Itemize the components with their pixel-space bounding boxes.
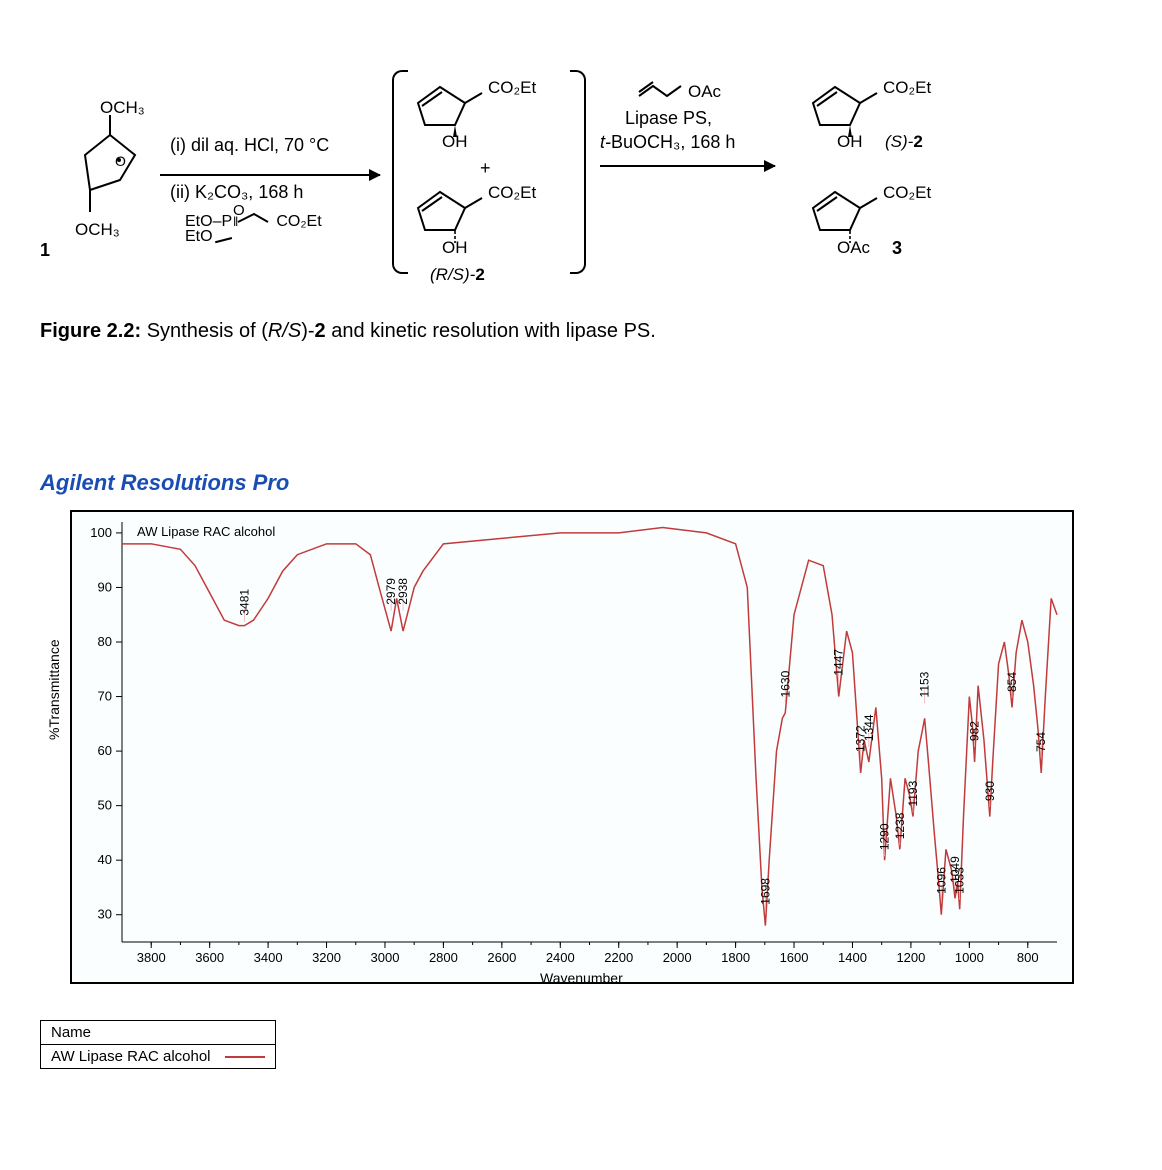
phosphonate-eto2: EtO [185,228,213,246]
int-top-oh: OH [442,132,468,152]
svg-text:3481: 3481 [237,589,251,616]
svg-text:982: 982 [968,721,982,741]
plus-sign: + [480,158,491,179]
lipase-rest: BuOCH₃, 168 h [611,132,735,152]
int-bot-oh: OH [442,238,468,258]
int-top-co2et: CO₂Et [488,78,536,98]
phosphonate: O ‖ EtO–P CO₂Et EtO [185,210,322,231]
och3-top: OCH₃ [100,98,145,118]
svg-text:1153: 1153 [918,671,932,697]
svg-text:30: 30 [98,907,112,922]
svg-text:3000: 3000 [371,950,400,965]
prod-top-prefix: (S)- [885,132,913,151]
svg-text:1447: 1447 [832,649,846,676]
prod-top-co2et: CO₂Et [883,78,931,98]
svg-text:90: 90 [98,579,112,594]
svg-text:1290: 1290 [878,823,892,850]
caption-b: )- [301,320,314,342]
svg-text:1200: 1200 [896,950,925,965]
name-table: Name AW Lipase RAC alcohol [40,1020,276,1069]
svg-text:2200: 2200 [604,950,633,965]
svg-text:1600: 1600 [780,950,809,965]
brace-right [570,70,586,274]
svg-text:80: 80 [98,634,112,649]
svg-text:2000: 2000 [663,950,692,965]
name-table-header: Name [41,1021,276,1045]
swatch-line [225,1056,265,1058]
prod-top-oh: OH [837,132,863,152]
reaction-arrow-2 [600,165,775,167]
lipase-line2: Lipase PS, [625,108,712,129]
int-label-prefix: (R/S)- [430,265,475,284]
figure-caption: Figure 2.2: Synthesis of (R/S)-2 and kin… [40,320,656,343]
name-table-row-label: AW Lipase RAC alcohol [51,1048,211,1065]
svg-text:3600: 3600 [195,950,224,965]
brace-left [392,70,408,274]
product-bot-label: 3 [892,238,902,259]
svg-text:754: 754 [1034,732,1048,752]
svg-text:40: 40 [98,852,112,867]
svg-text:1800: 1800 [721,950,750,965]
int-label-num: 2 [475,265,484,284]
prod-top-num: 2 [913,132,922,151]
svg-text:3800: 3800 [137,950,166,965]
svg-text:2938: 2938 [396,578,410,605]
ir-axes-area: 3040506070809010038003600340032003000280… [122,522,1057,942]
svg-text:50: 50 [98,798,112,813]
caption-bold2: 2 [315,320,326,342]
compound-1-label: 1 [40,240,50,261]
phosphonate-co2et: CO₂Et [276,213,321,230]
svg-text:1096: 1096 [934,867,948,894]
phosphonate-P: P [221,213,231,230]
agilent-title: Agilent Resolutions Pro [40,470,289,496]
structure-compound-1: O [60,100,160,230]
page: O OCH₃ OCH₃ 1 (i) dil aq. HCl, 70 °C (ii… [0,0,1162,1170]
svg-text:930: 930 [983,781,997,801]
svg-text:1698: 1698 [758,878,772,905]
prod-bot-oac: OAc [837,238,870,258]
svg-text:O: O [115,153,126,169]
svg-text:1238: 1238 [893,812,907,839]
svg-text:60: 60 [98,743,112,758]
caption-rs: R/S [268,320,301,342]
reaction-arrow-1 [160,174,380,176]
vinyl-acetate-icon [635,80,695,104]
x-axis-label: Wavenumber [540,970,623,986]
intermediate-label: (R/S)-2 [430,265,485,285]
svg-text:70: 70 [98,689,112,704]
svg-text:1630: 1630 [778,670,792,697]
svg-text:1193: 1193 [906,780,920,806]
y-axis-label: %Transmittance [46,639,62,740]
caption-label: Figure 2.2: [40,320,141,342]
ir-svg: 3040506070809010038003600340032003000280… [122,522,1057,942]
oac-label: OAc [688,82,721,102]
lipase-line3: t-BuOCH₃, 168 h [600,132,735,153]
och3-bottom: OCH₃ [75,220,120,240]
product-top-label: (S)-2 [885,132,923,152]
ir-plot: AW Lipase RAC alcohol 304050607080901003… [70,510,1074,984]
svg-text:1000: 1000 [955,950,984,965]
prod-bot-co2et: CO₂Et [883,183,931,203]
svg-text:2600: 2600 [487,950,516,965]
int-bot-co2et: CO₂Et [488,183,536,203]
reagent-step1: (i) dil aq. HCl, 70 °C [170,135,329,156]
phosphonate-dbond: ‖ [233,214,238,229]
svg-text:854: 854 [1005,672,1019,692]
name-table-row: AW Lipase RAC alcohol [41,1045,276,1069]
svg-text:3200: 3200 [312,950,341,965]
svg-text:3400: 3400 [254,950,283,965]
phosphonate-bond2 [215,232,235,248]
svg-text:2800: 2800 [429,950,458,965]
svg-text:1344: 1344 [862,714,876,741]
reagent-step2: (ii) K₂CO₃, 168 h [170,182,303,203]
svg-text:1400: 1400 [838,950,867,965]
svg-text:800: 800 [1017,950,1039,965]
svg-text:2400: 2400 [546,950,575,965]
svg-text:100: 100 [90,525,112,540]
reaction-scheme: O OCH₃ OCH₃ 1 (i) dil aq. HCl, 70 °C (ii… [40,70,1120,290]
lipase-t: t- [600,132,611,152]
svg-text:1033: 1033 [953,867,967,894]
caption-a: Synthesis of ( [141,320,268,342]
caption-c: and kinetic resolution with lipase PS. [326,320,656,342]
